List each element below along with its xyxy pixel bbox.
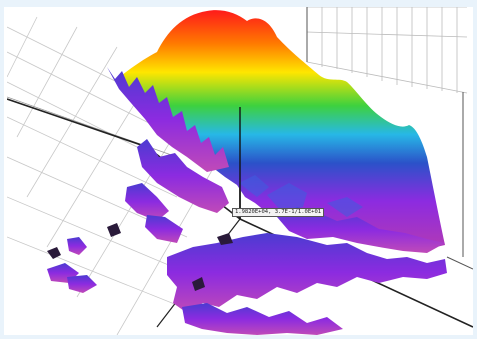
plot-box-frame bbox=[306, 7, 473, 270]
back-wall-grid bbox=[306, 7, 468, 94]
surface-lower-highlights bbox=[239, 175, 363, 217]
cursor-readout-label: 1.9820E+04, 3.7E-1/1.0E+01 bbox=[232, 208, 325, 217]
surface-lower-spikes bbox=[47, 67, 447, 335]
surface-dark-fragments bbox=[47, 223, 233, 291]
surface-peak bbox=[117, 10, 445, 250]
surface-plot-canvas[interactable] bbox=[7, 7, 473, 335]
